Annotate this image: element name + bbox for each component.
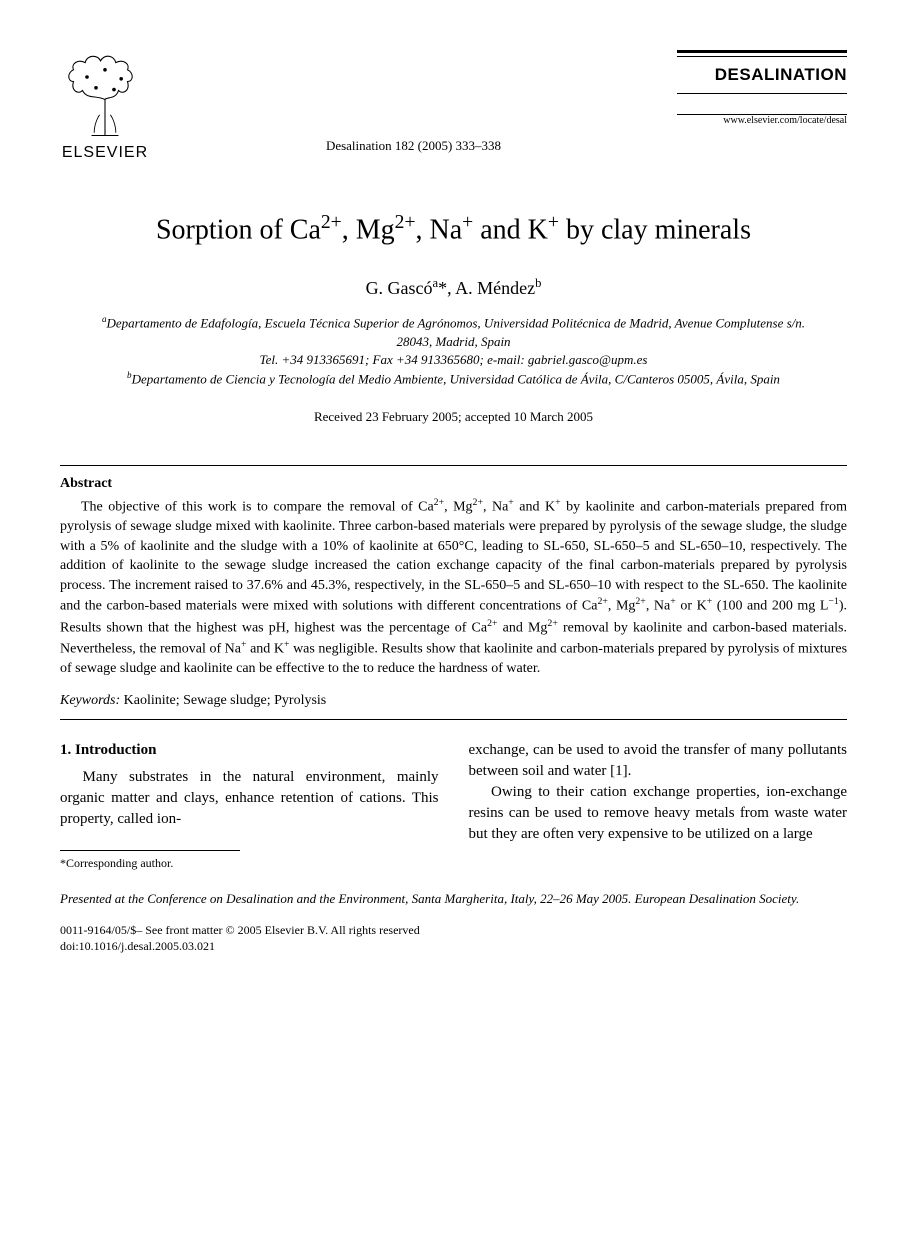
- paper-page: ELSEVIER Desalination 182 (2005) 333–338…: [0, 0, 907, 995]
- body-columns: 1. Introduction Many substrates in the n…: [60, 740, 847, 872]
- section-heading: 1. Introduction: [60, 740, 439, 761]
- doi: doi:10.1016/j.desal.2005.03.021: [60, 939, 215, 953]
- corresponding-note: *Corresponding author.: [60, 850, 240, 872]
- journal-reference: Desalination 182 (2005) 333–338: [150, 138, 677, 154]
- abstract-text: The objective of this work is to compare…: [60, 496, 847, 679]
- received-dates: Received 23 February 2005; accepted 10 M…: [60, 409, 847, 425]
- conference-note: Presented at the Conference on Desalinat…: [60, 890, 847, 908]
- paper-title: Sorption of Ca2+, Mg2+, Na+ and K+ by cl…: [60, 212, 847, 246]
- header-row: ELSEVIER Desalination 182 (2005) 333–338…: [60, 50, 847, 162]
- intro-paragraph: Owing to their cation exchange propertie…: [469, 782, 848, 845]
- elsevier-tree-icon: [60, 50, 150, 140]
- publisher-logo: ELSEVIER: [60, 50, 150, 162]
- authors: G. Gascóa*, A. Méndezb: [60, 276, 847, 299]
- intro-paragraph: exchange, can be used to avoid the trans…: [469, 740, 848, 782]
- journal-url: www.elsevier.com/locate/desal: [677, 115, 847, 126]
- abstract-heading: Abstract: [60, 476, 847, 492]
- journal-name: DESALINATION: [677, 61, 847, 89]
- journal-box: DESALINATION www.elsevier.com/locate/des…: [677, 50, 847, 126]
- affiliation-b: bDepartamento de Ciencia y Tecnología de…: [100, 369, 807, 389]
- intro-paragraph: Many substrates in the natural environme…: [60, 767, 439, 830]
- publisher-label: ELSEVIER: [62, 144, 148, 162]
- divider: [60, 719, 847, 720]
- affiliation-a: aDepartamento de Edafología, Escuela Téc…: [100, 313, 807, 351]
- affiliation-a-contact: Tel. +34 913365691; Fax +34 913365680; e…: [100, 351, 807, 369]
- divider: [60, 465, 847, 466]
- column-right: exchange, can be used to avoid the trans…: [469, 740, 848, 872]
- column-left: 1. Introduction Many substrates in the n…: [60, 740, 439, 872]
- keywords: Keywords: Kaolinite; Sewage sludge; Pyro…: [60, 693, 847, 709]
- copyright-line: 0011-9164/05/$– See front matter © 2005 …: [60, 922, 847, 956]
